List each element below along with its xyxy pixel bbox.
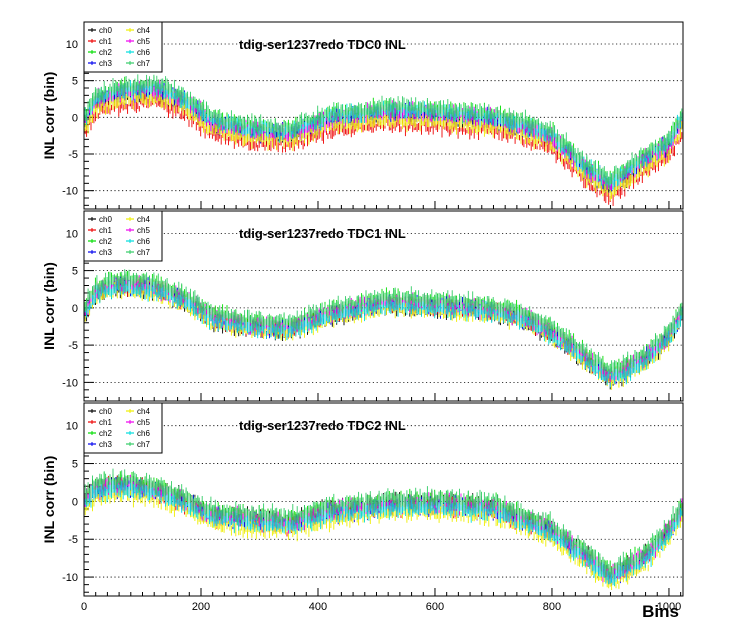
legend-label-ch5: ch5 bbox=[137, 418, 150, 427]
legend-label-ch6: ch6 bbox=[137, 48, 150, 57]
panel-1: -10 -5 0 5 10 tdig-ser1237redo TDC1 INL INL co… bbox=[41, 210, 684, 402]
legend-label-ch3: ch3 bbox=[99, 440, 112, 449]
legend-label-ch4: ch4 bbox=[137, 407, 150, 416]
y-tick-label: 5 bbox=[72, 76, 78, 88]
y-axis-title: INL corr (bin) bbox=[41, 72, 57, 160]
legend-label-ch5: ch5 bbox=[137, 37, 150, 46]
series-ch7-panel-2 bbox=[84, 468, 683, 580]
legend-label-ch3: ch3 bbox=[99, 248, 112, 257]
panel-title: tdig-ser1237redo TDC0 INL bbox=[239, 37, 406, 52]
legend-label-ch4: ch4 bbox=[137, 215, 150, 224]
legend: ch0 ch1 ch2 ch3 ch4 ch5 ch6 ch7 bbox=[83, 21, 163, 73]
legend-box bbox=[83, 402, 163, 454]
x-tick-label: 200 bbox=[192, 601, 210, 613]
legend: ch0 ch1 ch2 ch3 ch4 ch5 ch6 ch7 bbox=[83, 210, 163, 262]
y-tick-label: -5 bbox=[68, 149, 78, 161]
legend-label-ch2: ch2 bbox=[99, 48, 112, 57]
legend-label-ch3: ch3 bbox=[99, 59, 112, 68]
legend-label-ch7: ch7 bbox=[137, 59, 150, 68]
panel-2: -10 -5 0 5 10 tdig-ser1237redo TDC2 INL INL co… bbox=[41, 402, 684, 597]
legend-label-ch0: ch0 bbox=[99, 407, 112, 416]
y-tick-label: 0 bbox=[72, 112, 78, 124]
y-tick-label: 10 bbox=[66, 39, 78, 51]
legend-label-ch6: ch6 bbox=[137, 429, 150, 438]
legend-label-ch1: ch1 bbox=[99, 418, 112, 427]
y-tick-label: -10 bbox=[62, 377, 78, 389]
y-tick-label: -10 bbox=[62, 186, 78, 198]
y-tick-label: 5 bbox=[72, 459, 78, 471]
legend-label-ch1: ch1 bbox=[99, 226, 112, 235]
legend-box bbox=[83, 210, 163, 262]
y-tick-label: 0 bbox=[72, 303, 78, 315]
x-tick-label: 1000 bbox=[657, 601, 681, 613]
legend: ch0 ch1 ch2 ch3 ch4 ch5 ch6 ch7 bbox=[83, 402, 163, 454]
legend-label-ch7: ch7 bbox=[137, 440, 150, 449]
legend-box bbox=[83, 21, 163, 73]
legend-label-ch6: ch6 bbox=[137, 237, 150, 246]
y-tick-label: 5 bbox=[72, 266, 78, 278]
series-ch7-panel-1 bbox=[84, 269, 683, 378]
x-axis-title: Bins bbox=[642, 602, 679, 621]
y-tick-label: -10 bbox=[62, 572, 78, 584]
legend-label-ch7: ch7 bbox=[137, 248, 150, 257]
legend-label-ch5: ch5 bbox=[137, 226, 150, 235]
x-tick-label: 800 bbox=[543, 601, 561, 613]
panel-0: -10 -5 0 5 10 tdig-ser1237redo TDC0 INL INL co… bbox=[41, 21, 684, 210]
panel-title: tdig-ser1237redo TDC1 INL bbox=[239, 226, 406, 241]
legend-label-ch0: ch0 bbox=[99, 215, 112, 224]
x-tick-label: 400 bbox=[309, 601, 327, 613]
x-tick-label: 0 bbox=[81, 601, 87, 613]
legend-label-ch2: ch2 bbox=[99, 237, 112, 246]
y-tick-label: -5 bbox=[68, 534, 78, 546]
y-tick-label: 10 bbox=[66, 421, 78, 433]
y-tick-label: 0 bbox=[72, 496, 78, 508]
y-tick-label: -5 bbox=[68, 340, 78, 352]
series-ch7-panel-0 bbox=[84, 74, 683, 188]
legend-label-ch1: ch1 bbox=[99, 37, 112, 46]
legend-label-ch2: ch2 bbox=[99, 429, 112, 438]
y-axis-title: INL corr (bin) bbox=[41, 456, 57, 544]
panel-title: tdig-ser1237redo TDC2 INL bbox=[239, 418, 406, 433]
legend-label-ch4: ch4 bbox=[137, 26, 150, 35]
legend-label-ch0: ch0 bbox=[99, 26, 112, 35]
y-axis-title: INL corr (bin) bbox=[41, 262, 57, 350]
x-tick-label: 600 bbox=[426, 601, 444, 613]
y-tick-label: 10 bbox=[66, 228, 78, 240]
